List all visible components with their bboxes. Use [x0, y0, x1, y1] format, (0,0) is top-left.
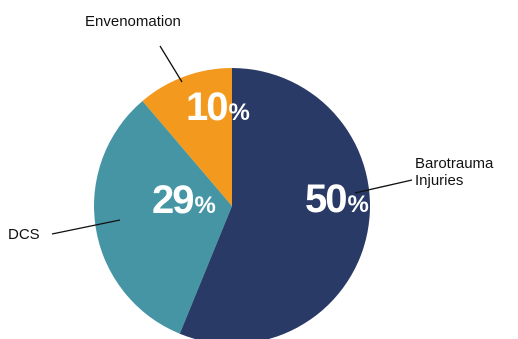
pie-slices: [93, 68, 370, 339]
slice-category-label: Barotrauma Injuries: [415, 155, 494, 189]
leader-line: [354, 179, 413, 194]
slice-category-label: DCS: [8, 226, 40, 243]
slice-value-label: 50%: [305, 177, 369, 221]
pie-slice-2: [93, 100, 233, 334]
slice-labels: 50% Barotrauma Injuries 29% DCS 10% Envenomati…: [8, 13, 494, 243]
slice-value-label: 29%: [152, 178, 216, 222]
pie-slice-3: [142, 68, 232, 206]
slice-value-label: 10%: [186, 85, 250, 129]
pie-slice-1: [179, 68, 370, 339]
leader-lines: [51, 45, 413, 235]
leader-line: [51, 219, 121, 235]
leader-line: [159, 45, 183, 83]
slice-category-label: Envenomation: [85, 13, 181, 30]
